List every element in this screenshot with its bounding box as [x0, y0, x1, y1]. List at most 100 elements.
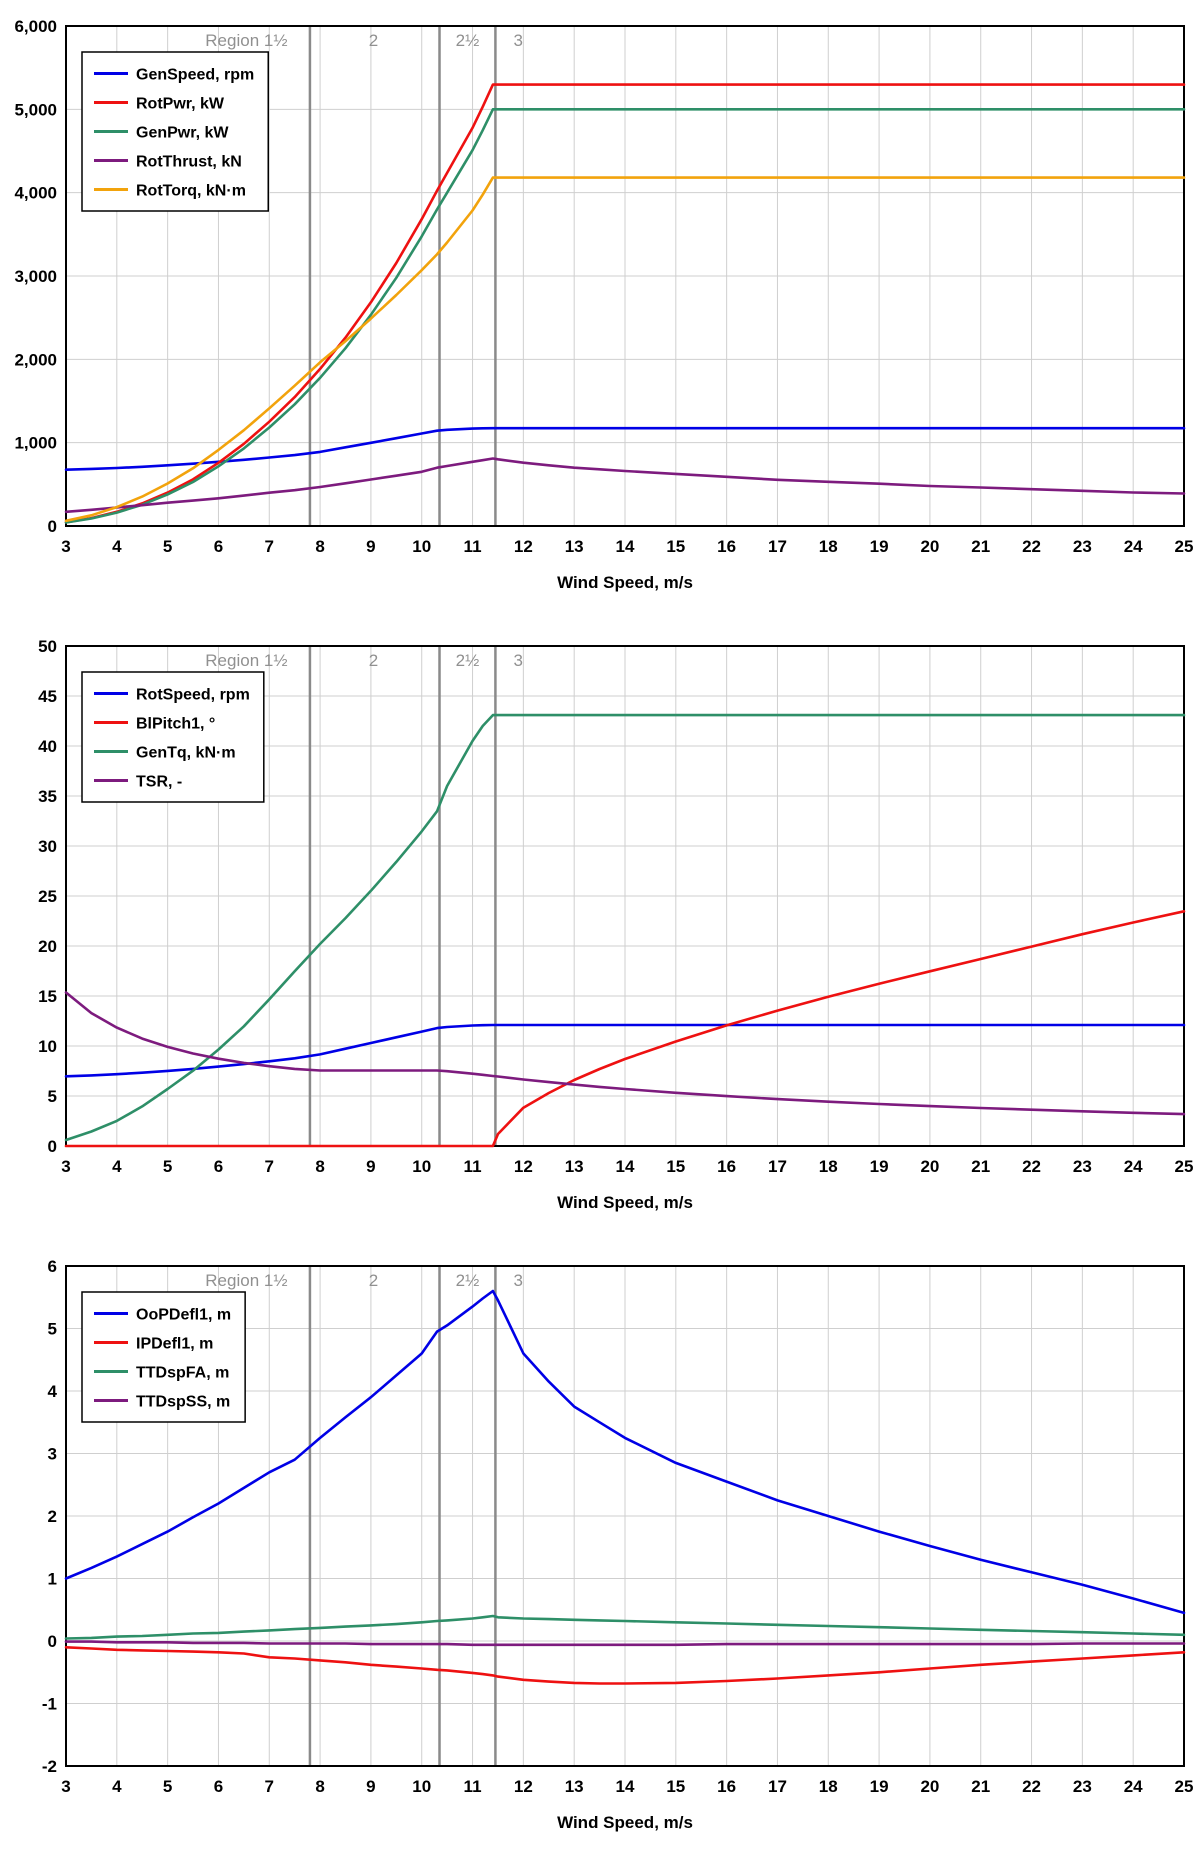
series-line-TTDspSS	[64, 1640, 1186, 1647]
x-tick-label: 22	[1022, 1157, 1041, 1176]
x-tick-label: 9	[366, 1777, 375, 1796]
plot-frame	[65, 645, 1185, 1147]
y-tick-label: -1	[42, 1695, 57, 1714]
series-line-GenPwr	[64, 108, 1186, 524]
y-tick-label: 15	[38, 987, 57, 1006]
y-tick-label: 0	[48, 1137, 57, 1156]
x-tick-label: 4	[112, 1157, 122, 1176]
region-label: 2	[369, 31, 378, 50]
deflections-chart-canvas: Region 1½ 2 2½ 33 4 5 6 7 8 9 10 11 12 13 14 15 16 17 18 19…	[0, 1240, 1200, 1860]
x-tick-label: 3	[61, 1157, 70, 1176]
x-tick-label: 6	[214, 1157, 223, 1176]
x-tick-label: 9	[366, 537, 375, 556]
x-tick-label: 24	[1124, 1777, 1143, 1796]
x-tick-label: 19	[870, 1157, 889, 1176]
legend-label: GenTq, kN·m	[136, 745, 236, 762]
x-tick-label: 6	[214, 537, 223, 556]
x-tick-label: 11	[464, 537, 482, 556]
y-tick-label: 4	[48, 1382, 58, 1401]
legend-label: TTDspSS, m	[136, 1394, 230, 1411]
x-tick-label: 3	[61, 537, 70, 556]
y-tick-label: 1	[48, 1570, 57, 1589]
y-tick-label: 5,000	[14, 100, 57, 119]
x-tick-label: 11	[464, 1777, 482, 1796]
series-line-BlPitch1	[64, 910, 1186, 1148]
y-tick-label: 3,000	[14, 267, 57, 286]
x-tick-label: 11	[464, 1157, 482, 1176]
region-label: 2	[369, 1271, 378, 1290]
x-tick-label: 21	[971, 537, 990, 556]
y-tick-label: 5	[48, 1320, 57, 1339]
y-tick-label: 4,000	[14, 184, 57, 203]
series-line-RotTorq	[64, 176, 1186, 523]
series-line-RotPwr	[64, 83, 1186, 524]
y-tick-label: -2	[42, 1757, 57, 1776]
x-tick-label: 22	[1022, 1777, 1041, 1796]
x-tick-label: 15	[666, 1777, 685, 1796]
legend-label: GenSpeed, rpm	[136, 67, 254, 84]
series-line-GenTq	[64, 713, 1186, 1142]
x-tick-label: 8	[315, 1777, 324, 1796]
x-axis-title: Wind Speed, m/s	[557, 1193, 693, 1212]
legend-label: RotPwr, kW	[136, 96, 225, 113]
x-tick-label: 19	[870, 1777, 889, 1796]
y-tick-label: 40	[38, 737, 57, 756]
x-tick-label: 21	[971, 1777, 990, 1796]
y-tick-label: 5	[48, 1087, 57, 1106]
legend-label: IPDefl1, m	[136, 1336, 213, 1353]
x-tick-label: 25	[1175, 1157, 1194, 1176]
series-line-RotThrust	[64, 457, 1186, 514]
legend-label: OoPDefl1, m	[136, 1307, 231, 1324]
x-tick-label: 9	[366, 1157, 375, 1176]
x-tick-label: 23	[1073, 1777, 1092, 1796]
y-tick-label: 0	[48, 517, 57, 536]
region-label: Region 1½	[205, 31, 287, 50]
y-tick-label: 20	[38, 937, 57, 956]
region-label: 2½	[456, 651, 480, 670]
x-tick-label: 10	[412, 537, 431, 556]
x-tick-label: 19	[870, 537, 889, 556]
x-tick-label: 4	[112, 1777, 122, 1796]
region-label: Region 1½	[205, 651, 287, 670]
series-line-RotSpeed	[64, 1023, 1186, 1078]
y-tick-label: 6	[48, 1257, 57, 1276]
x-tick-label: 22	[1022, 537, 1041, 556]
region-label: 2½	[456, 31, 480, 50]
x-axis-title: Wind Speed, m/s	[557, 1813, 693, 1832]
x-tick-label: 23	[1073, 1157, 1092, 1176]
x-tick-label: 16	[717, 1777, 736, 1796]
x-axis-title: Wind Speed, m/s	[557, 573, 693, 592]
x-tick-label: 20	[920, 537, 939, 556]
series-line-OoPDefl1	[64, 1289, 1186, 1615]
y-tick-label: 30	[38, 837, 57, 856]
legend-label: BlPitch1, °	[136, 716, 215, 733]
x-tick-label: 17	[768, 537, 787, 556]
x-tick-label: 18	[819, 1777, 838, 1796]
x-tick-label: 12	[514, 1777, 533, 1796]
y-tick-label: 2,000	[14, 350, 57, 369]
x-tick-label: 21	[971, 1157, 990, 1176]
x-tick-label: 15	[666, 1157, 685, 1176]
x-tick-label: 13	[565, 1777, 584, 1796]
legend-label: TTDspFA, m	[136, 1365, 229, 1382]
y-tick-label: 45	[38, 687, 57, 706]
legend-label: RotTorq, kN·m	[136, 183, 246, 200]
x-tick-label: 8	[315, 537, 324, 556]
x-tick-label: 4	[112, 537, 122, 556]
x-tick-label: 15	[666, 537, 685, 556]
region-label: 3	[514, 651, 523, 670]
y-tick-label: 10	[38, 1037, 57, 1056]
x-tick-label: 6	[214, 1777, 223, 1796]
x-tick-label: 13	[565, 1157, 584, 1176]
legend-label: TSR, -	[136, 774, 182, 791]
y-tick-label: 25	[38, 887, 57, 906]
x-tick-label: 25	[1175, 537, 1194, 556]
region-label: 3	[514, 31, 523, 50]
x-tick-label: 7	[265, 1157, 274, 1176]
series-line-TTDspFA	[64, 1614, 1186, 1640]
x-tick-label: 8	[315, 1157, 324, 1176]
x-tick-label: 13	[565, 537, 584, 556]
x-tick-label: 25	[1175, 1777, 1194, 1796]
x-tick-label: 14	[616, 537, 635, 556]
chart-speed-pitch-torque: Region 1½ 2 2½ 3 3 4 5 6 7 8 9 10 11 12 13 14 15 16 17 18 19…	[0, 620, 1200, 1240]
